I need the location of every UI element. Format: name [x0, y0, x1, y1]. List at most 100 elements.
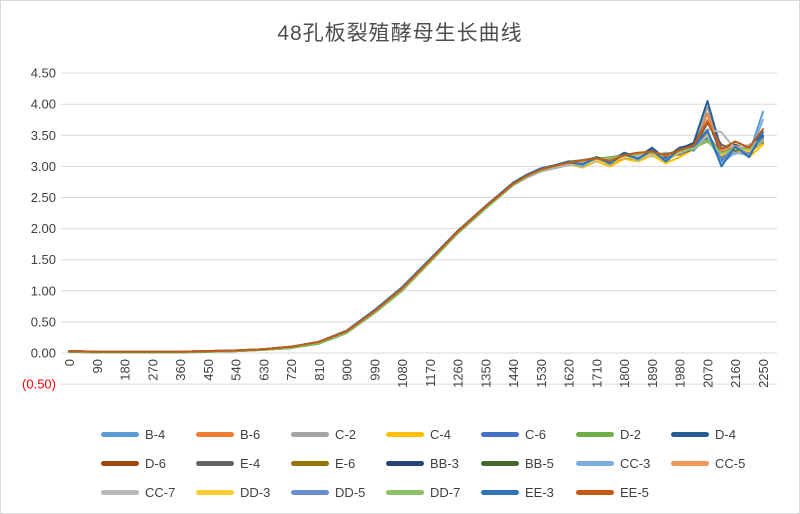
- legend-label-CC-5: CC-5: [715, 456, 746, 471]
- legend-label-C-2: C-2: [335, 427, 356, 442]
- chart-title: 48孔板裂殖酵母生长曲线: [277, 22, 523, 45]
- x-tick-label: 360: [173, 359, 188, 381]
- legend-swatch-EE-3: [481, 490, 519, 495]
- x-tick-label: 270: [145, 359, 160, 381]
- legend-swatch-C-4: [386, 432, 424, 437]
- series-line-C-4: [68, 137, 764, 353]
- legend-swatch-C-2: [291, 432, 329, 437]
- series-line-DD-7: [68, 139, 764, 354]
- y-tick-label: 4.50: [31, 66, 56, 81]
- legend-label-DD-5: DD-5: [335, 485, 366, 500]
- x-tick-label: 1620: [562, 359, 577, 388]
- x-tick-label: 540: [229, 359, 244, 381]
- legend-item-B-6: B-6: [196, 420, 291, 449]
- x-tick-label: 2160: [728, 359, 743, 388]
- legend-swatch-D-2: [576, 432, 614, 437]
- x-tick-label: 1530: [534, 359, 549, 388]
- y-tick-label: 0.00: [31, 346, 56, 361]
- legend-item-BB-3: BB-3: [386, 449, 481, 478]
- series-line-D-4: [68, 100, 764, 353]
- legend-swatch-B-6: [196, 432, 234, 437]
- series-line-CC-7: [68, 128, 764, 353]
- x-tick-label: 1800: [617, 359, 632, 388]
- legend-item-EE-3: EE-3: [481, 478, 576, 507]
- x-tick-label: 1260: [451, 359, 466, 388]
- legend-item-CC-3: CC-3: [576, 449, 671, 478]
- x-tick-label: 990: [367, 359, 382, 381]
- legend-item-C-4: C-4: [386, 420, 481, 449]
- legend-item-EE-5: EE-5: [576, 478, 671, 507]
- series-line-C-2: [68, 106, 764, 353]
- legend-item-C-2: C-2: [291, 420, 386, 449]
- x-tick-label: 450: [201, 359, 216, 381]
- series-line-EE-5: [68, 120, 764, 353]
- legend-label-C-6: C-6: [525, 427, 546, 442]
- y-tick-label: 2.00: [31, 221, 56, 236]
- x-tick-label: 1980: [673, 359, 688, 388]
- legend-label-EE-5: EE-5: [620, 485, 649, 500]
- legend-label-D-4: D-4: [715, 427, 736, 442]
- x-tick-label: 720: [284, 359, 299, 381]
- series-line-B-6: [68, 112, 764, 353]
- y-tick-label: 4.00: [31, 97, 56, 112]
- y-tick-label: 3.00: [31, 159, 56, 174]
- legend-item-CC-7: CC-7: [101, 478, 196, 507]
- legend-item-E-6: E-6: [291, 449, 386, 478]
- series-line-D-2: [68, 139, 764, 354]
- x-tick-label: 2250: [756, 359, 771, 388]
- legend-label-E-4: E-4: [240, 456, 261, 471]
- legend-label-B-4: B-4: [145, 427, 166, 442]
- legend-label-EE-3: EE-3: [525, 485, 554, 500]
- y-tick-label: 1.50: [31, 252, 56, 267]
- x-tick-label: 0: [62, 359, 77, 366]
- legend-label-CC-7: CC-7: [145, 485, 176, 500]
- legend-item-D-6: D-6: [101, 449, 196, 478]
- legend-item-DD-7: DD-7: [386, 478, 481, 507]
- x-tick-label: 900: [340, 359, 355, 381]
- legend-item-E-4: E-4: [196, 449, 291, 478]
- legend-swatch-BB-3: [386, 461, 424, 466]
- y-tick-label: 0.50: [31, 314, 56, 329]
- legend-item-B-4: B-4: [101, 420, 196, 449]
- legend-swatch-DD-3: [196, 490, 234, 495]
- x-tick-label: 90: [90, 359, 105, 373]
- legend-item-CC-5: CC-5: [671, 449, 766, 478]
- x-tick-label: 1170: [423, 359, 438, 387]
- legend-item-D-4: D-4: [671, 420, 766, 449]
- y-tick-label: (0.50): [22, 377, 56, 392]
- legend-swatch-E-4: [196, 461, 234, 466]
- y-tick-label: 3.50: [31, 128, 56, 143]
- series-line-D-6: [68, 134, 764, 353]
- legend-swatch-DD-7: [386, 490, 424, 495]
- x-tick-label: 1890: [645, 359, 660, 388]
- legend-label-DD-7: DD-7: [430, 485, 461, 500]
- legend-swatch-BB-5: [481, 461, 519, 466]
- series-line-EE-3: [68, 129, 764, 353]
- legend-item-DD-5: DD-5: [291, 478, 386, 507]
- legend-item-D-2: D-2: [576, 420, 671, 449]
- legend-swatch-DD-5: [291, 490, 329, 495]
- legend-item-C-6: C-6: [481, 420, 576, 449]
- x-tick-label: 1350: [478, 359, 493, 388]
- x-tick-label: 810: [312, 359, 327, 381]
- legend-swatch-B-4: [101, 432, 139, 437]
- x-tick-label: 1440: [506, 359, 521, 388]
- legend-label-DD-3: DD-3: [240, 485, 271, 500]
- legend-label-BB-3: BB-3: [430, 456, 459, 471]
- legend-swatch-C-6: [481, 432, 519, 437]
- legend-swatch-D-6: [101, 461, 139, 466]
- x-tick-label: 630: [256, 359, 271, 381]
- legend-label-CC-3: CC-3: [620, 456, 651, 471]
- x-tick-label: 1080: [395, 359, 410, 388]
- x-tick-label: 2070: [700, 359, 715, 388]
- legend-swatch-CC-5: [671, 461, 709, 466]
- legend-label-C-4: C-4: [430, 427, 451, 442]
- series-line-BB-5: [68, 137, 764, 354]
- x-tick-label: 180: [118, 359, 133, 381]
- legend-label-B-6: B-6: [240, 427, 261, 442]
- x-tick-label: 1710: [589, 359, 604, 388]
- legend-swatch-E-6: [291, 461, 329, 466]
- series-line-DD-5: [68, 131, 764, 353]
